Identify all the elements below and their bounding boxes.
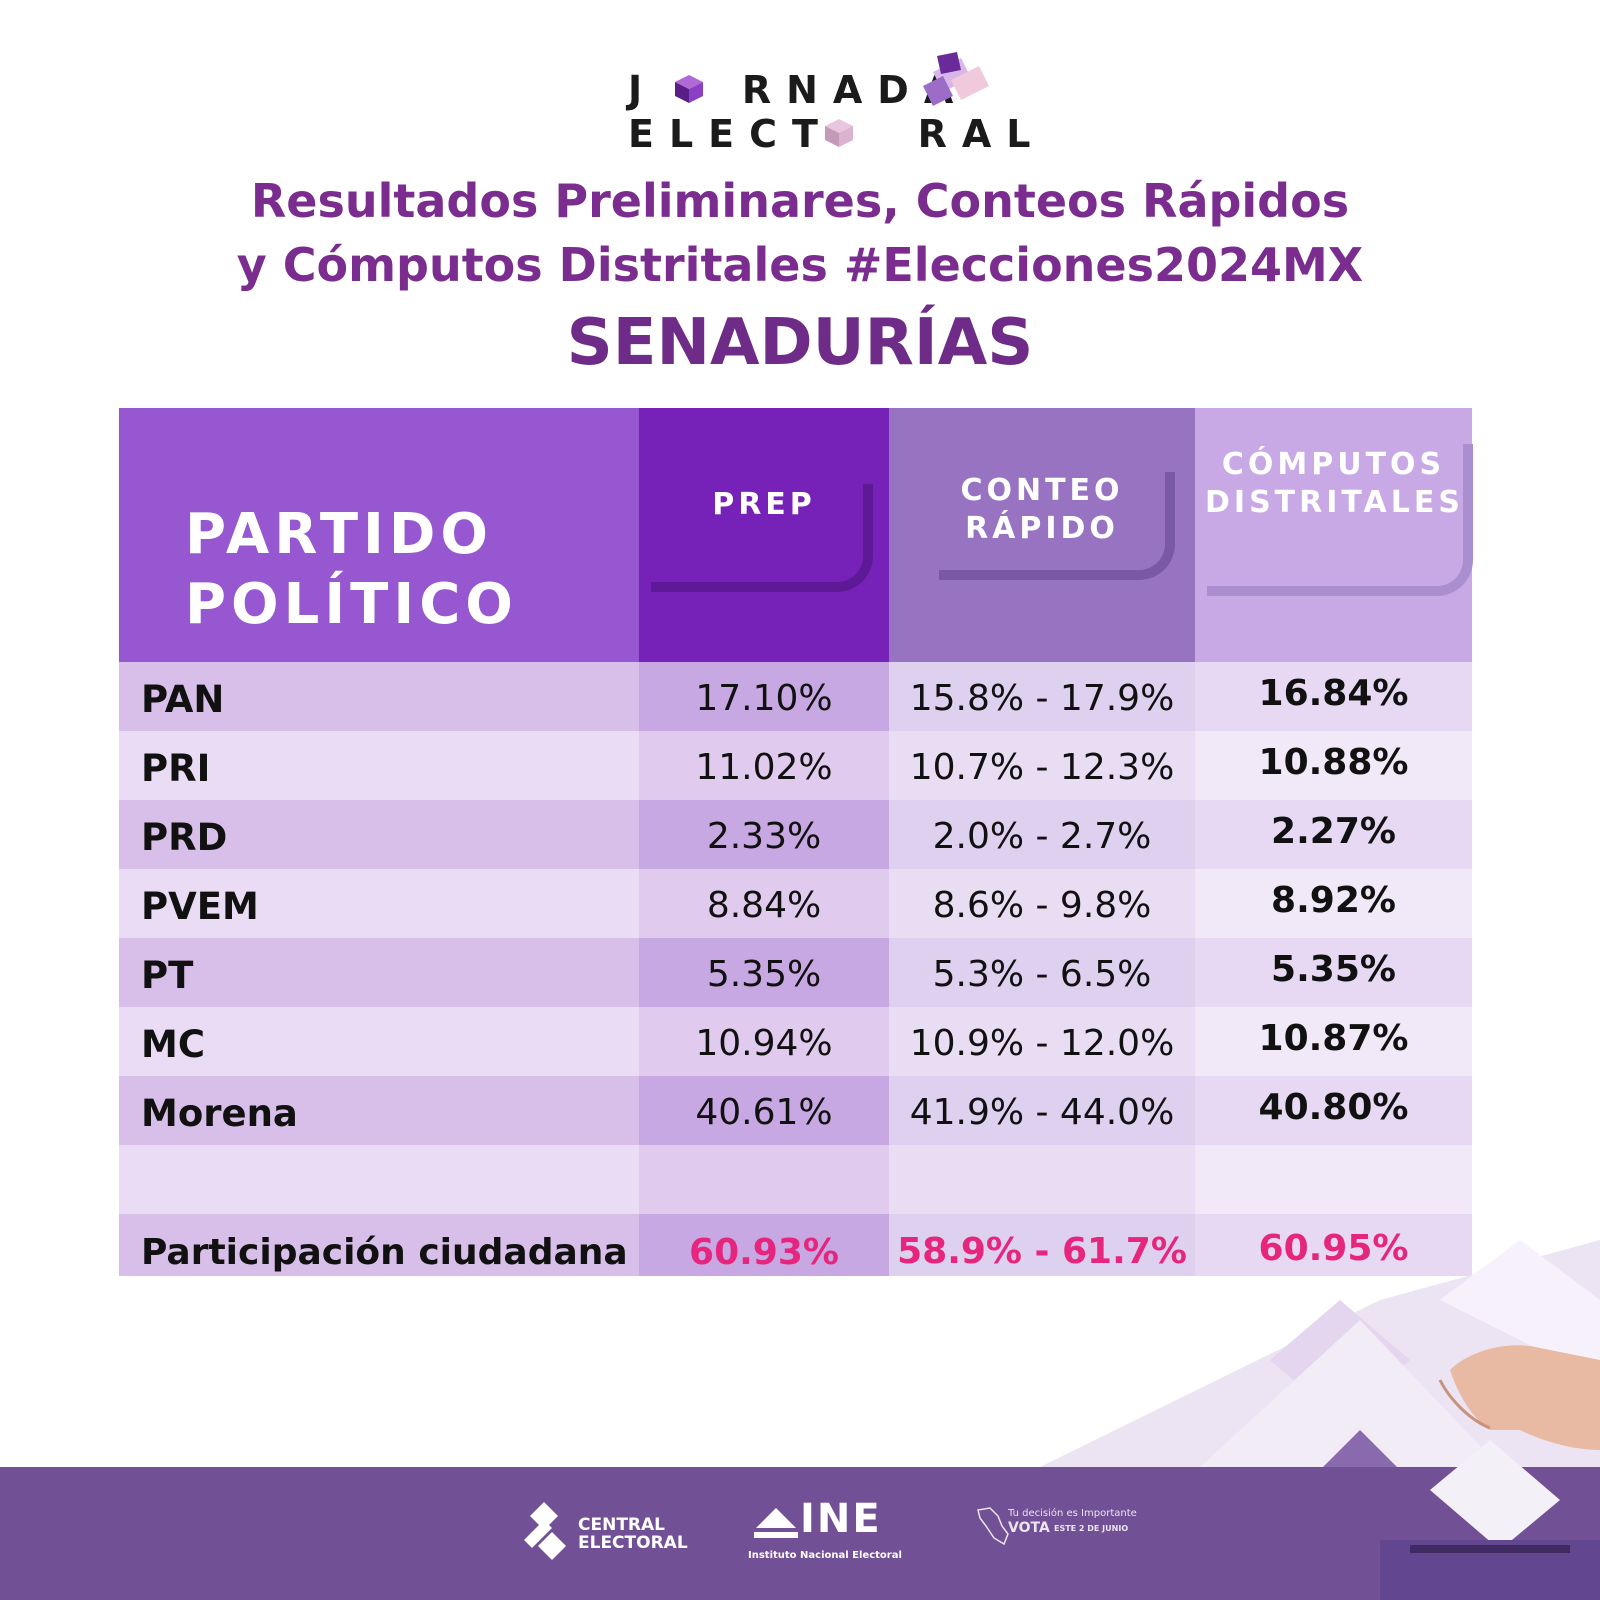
header-prep-label: PREP xyxy=(712,487,816,522)
ine-subtitle: Instituto Nacional Electoral xyxy=(748,1550,902,1561)
participation-conteo: 58.9% - 61.7% xyxy=(889,1214,1195,1276)
conteo-value: 41.9% - 44.0% xyxy=(889,1076,1195,1145)
party-name: PVEM xyxy=(119,869,639,938)
participation-computos: 60.95% xyxy=(1195,1214,1472,1276)
computos-value: 5.35% xyxy=(1195,938,1472,1007)
table-header: PARTIDO POLÍTICO PREP CONTEO RÁPIDO CÓMPUT… xyxy=(119,408,1473,662)
vota-line-3: ESTE 2 DE JUNIO xyxy=(1054,1524,1129,1533)
header-party-label: PARTIDO POLÍTICO xyxy=(185,502,518,637)
results-table: PARTIDO POLÍTICO PREP CONTEO RÁPIDO CÓMPUT… xyxy=(119,408,1473,1276)
cube-icon xyxy=(675,75,703,103)
header-tab-shape xyxy=(939,472,1175,580)
prep-value: 2.33% xyxy=(639,800,889,869)
empty-cell xyxy=(119,1145,639,1214)
cube-icon xyxy=(825,119,853,147)
ballot-box-illustration xyxy=(1380,1345,1600,1600)
header-tab-shape xyxy=(651,484,873,592)
table-row-spacer xyxy=(119,1145,1472,1214)
empty-cell xyxy=(889,1145,1195,1214)
party-name: Morena xyxy=(119,1076,639,1145)
conteo-value: 15.8% - 17.9% xyxy=(889,662,1195,731)
conteo-value: 8.6% - 9.8% xyxy=(889,869,1195,938)
computos-value: 10.88% xyxy=(1195,731,1472,800)
header-tab-shape xyxy=(1207,444,1473,596)
central-electoral-text: CENTRAL ELECTORAL xyxy=(578,1515,688,1553)
conteo-value: 10.9% - 12.0% xyxy=(889,1007,1195,1076)
ine-text: INE xyxy=(800,1496,882,1542)
table-row: MC 10.94% 10.9% - 12.0% 10.87% xyxy=(119,1007,1472,1076)
header-conteo: CONTEO RÁPIDO xyxy=(889,408,1195,662)
prep-value: 40.61% xyxy=(639,1076,889,1145)
header-party: PARTIDO POLÍTICO xyxy=(119,408,639,662)
empty-cell xyxy=(1195,1145,1472,1214)
table-row: PVEM 8.84% 8.6% - 9.8% 8.92% xyxy=(119,869,1472,938)
vota-line-2: VOTA xyxy=(1008,1520,1050,1536)
conteo-value: 10.7% - 12.3% xyxy=(889,731,1195,800)
computos-value: 2.27% xyxy=(1195,800,1472,869)
computos-value: 8.92% xyxy=(1195,869,1472,938)
footer-band xyxy=(0,1467,1600,1600)
prep-value: 17.10% xyxy=(639,662,889,731)
central-electoral-logo: CENTRAL ELECTORAL xyxy=(524,1500,688,1570)
table-row: PRD 2.33% 2.0% - 2.7% 2.27% xyxy=(119,800,1472,869)
header-computos-label: CÓMPUTOS DISTRITALES xyxy=(1205,447,1464,520)
header-conteo-label: CONTEO RÁPIDO xyxy=(960,473,1124,546)
table-row: PAN 17.10% 15.8% - 17.9% 16.84% xyxy=(119,662,1472,731)
party-name: PAN xyxy=(119,662,639,731)
header-computos: CÓMPUTOS DISTRITALES xyxy=(1195,408,1473,662)
vota-logo: Tu decisión es Importante VOTA ESTE 2 DE… xyxy=(976,1504,1146,1564)
headline-line-1: Resultados Preliminares, Conteos Rápidos xyxy=(250,174,1350,228)
conteo-value: 5.3% - 6.5% xyxy=(889,938,1195,1007)
party-name: MC xyxy=(119,1007,639,1076)
prep-value: 5.35% xyxy=(639,938,889,1007)
participation-label: Participación ciudadana xyxy=(119,1214,639,1276)
table-row: PRI 11.02% 10.7% - 12.3% 10.88% xyxy=(119,731,1472,800)
party-name: PT xyxy=(119,938,639,1007)
prep-value: 8.84% xyxy=(639,869,889,938)
conteo-value: 2.0% - 2.7% xyxy=(889,800,1195,869)
page-title: SENADURÍAS xyxy=(566,306,1034,380)
table-row-total: Participación ciudadana 60.93% 58.9% - 6… xyxy=(119,1214,1472,1276)
ine-logo: INE Instituto Nacional Electoral xyxy=(748,1496,908,1570)
ine-icon xyxy=(754,1508,798,1538)
prep-value: 11.02% xyxy=(639,731,889,800)
participation-prep: 60.93% xyxy=(639,1214,889,1276)
party-name: PRI xyxy=(119,731,639,800)
central-electoral-icon xyxy=(524,1502,566,1560)
prep-value: 10.94% xyxy=(639,1007,889,1076)
computos-value: 10.87% xyxy=(1195,1007,1472,1076)
computos-value: 16.84% xyxy=(1195,662,1472,731)
vota-line-1: Tu decisión es Importante xyxy=(1008,1508,1137,1519)
ballot-icon xyxy=(923,52,989,106)
jornada-electoral-logo: J RNADA ELECT RAL xyxy=(628,52,1031,158)
computos-value: 40.80% xyxy=(1195,1076,1472,1145)
header-prep: PREP xyxy=(639,408,889,662)
mexico-map-icon xyxy=(977,1507,1009,1546)
table-row: PT 5.35% 5.3% - 6.5% 5.35% xyxy=(119,938,1472,1007)
party-name: PRD xyxy=(119,800,639,869)
empty-cell xyxy=(639,1145,889,1214)
table-row: Morena 40.61% 41.9% - 44.0% 40.80% xyxy=(119,1076,1472,1145)
headline-line-2: y Cómputos Distritales #Elecciones2024MX xyxy=(236,238,1364,292)
